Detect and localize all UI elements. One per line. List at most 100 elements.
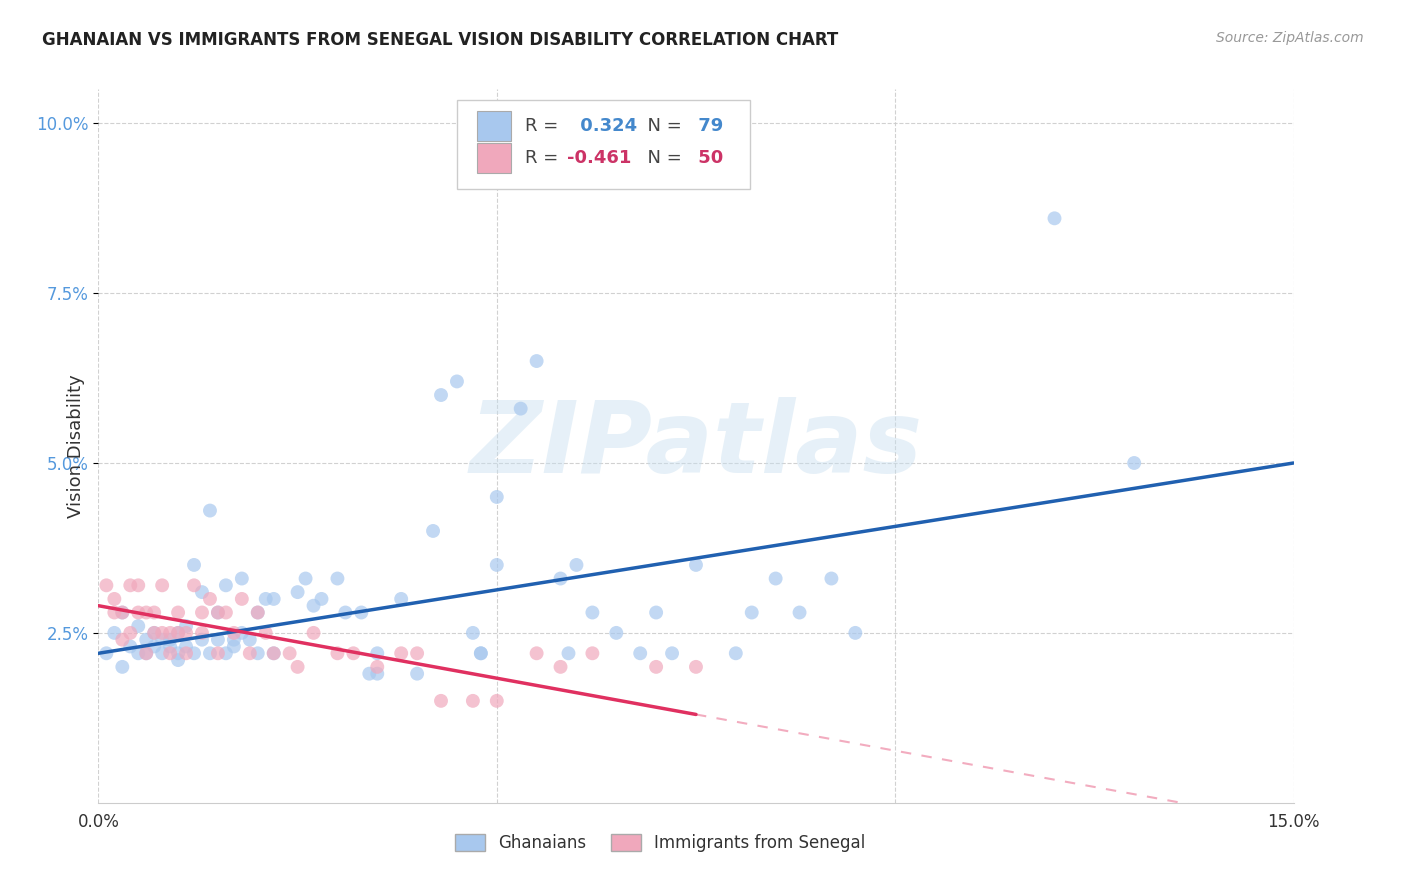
Point bbox=[150, 646, 173, 660]
Point bbox=[326, 572, 349, 586]
Point bbox=[789, 606, 811, 620]
Point bbox=[239, 632, 262, 647]
Point bbox=[335, 606, 357, 620]
Point bbox=[222, 640, 245, 654]
Point bbox=[366, 666, 388, 681]
Point bbox=[470, 646, 492, 660]
Point bbox=[198, 591, 221, 606]
Point bbox=[326, 646, 349, 660]
Point bbox=[406, 646, 429, 660]
Point bbox=[526, 646, 548, 660]
Text: N =: N = bbox=[636, 117, 688, 135]
Text: R =: R = bbox=[524, 117, 564, 135]
Point bbox=[406, 666, 429, 681]
Point bbox=[509, 401, 531, 416]
Point bbox=[342, 646, 364, 660]
Point bbox=[183, 558, 205, 572]
Point bbox=[550, 660, 572, 674]
Text: -0.461: -0.461 bbox=[567, 149, 631, 167]
Point bbox=[159, 626, 181, 640]
Bar bbox=[477, 143, 510, 173]
Point bbox=[231, 591, 253, 606]
Point bbox=[557, 646, 579, 660]
Point bbox=[159, 646, 181, 660]
Point bbox=[207, 632, 229, 647]
Y-axis label: Vision Disability: Vision Disability bbox=[66, 374, 84, 518]
Point bbox=[167, 653, 190, 667]
Point bbox=[389, 591, 412, 606]
Point bbox=[302, 599, 325, 613]
Text: GHANAIAN VS IMMIGRANTS FROM SENEGAL VISION DISABILITY CORRELATION CHART: GHANAIAN VS IMMIGRANTS FROM SENEGAL VISI… bbox=[42, 31, 838, 49]
Point bbox=[263, 591, 285, 606]
Point bbox=[246, 606, 269, 620]
Point bbox=[191, 606, 214, 620]
Point bbox=[605, 626, 627, 640]
Point bbox=[278, 646, 301, 660]
Point bbox=[485, 490, 508, 504]
Point bbox=[765, 572, 787, 586]
Point bbox=[461, 626, 484, 640]
Point bbox=[645, 660, 668, 674]
Point bbox=[111, 660, 134, 674]
Point bbox=[359, 666, 381, 681]
Point bbox=[120, 640, 142, 654]
Point bbox=[111, 606, 134, 620]
Point bbox=[191, 585, 214, 599]
Point bbox=[565, 558, 588, 572]
Point bbox=[581, 646, 603, 660]
Point bbox=[198, 503, 221, 517]
Point bbox=[111, 606, 134, 620]
Text: 0.324: 0.324 bbox=[574, 117, 637, 135]
Point bbox=[96, 646, 118, 660]
Bar bbox=[477, 111, 510, 141]
Point bbox=[96, 578, 118, 592]
Point bbox=[135, 646, 157, 660]
Point bbox=[263, 646, 285, 660]
Point bbox=[174, 626, 197, 640]
Text: ZIPatlas: ZIPatlas bbox=[470, 398, 922, 494]
Point bbox=[1123, 456, 1146, 470]
Point bbox=[661, 646, 683, 660]
Point bbox=[167, 626, 190, 640]
Point bbox=[581, 606, 603, 620]
Point bbox=[254, 591, 277, 606]
Point bbox=[135, 632, 157, 647]
Point bbox=[430, 388, 453, 402]
Point bbox=[127, 606, 149, 620]
Legend: Ghanaians, Immigrants from Senegal: Ghanaians, Immigrants from Senegal bbox=[449, 827, 872, 859]
Text: R =: R = bbox=[524, 149, 564, 167]
Text: N =: N = bbox=[636, 149, 688, 167]
Point bbox=[526, 354, 548, 368]
Point bbox=[263, 646, 285, 660]
Point bbox=[350, 606, 373, 620]
Point bbox=[120, 578, 142, 592]
Point bbox=[143, 640, 166, 654]
Point bbox=[254, 626, 277, 640]
Point bbox=[302, 626, 325, 640]
Point bbox=[167, 646, 190, 660]
Point bbox=[485, 694, 508, 708]
FancyBboxPatch shape bbox=[457, 100, 749, 189]
Point bbox=[183, 646, 205, 660]
Point bbox=[174, 640, 197, 654]
Point bbox=[159, 640, 181, 654]
Point bbox=[207, 606, 229, 620]
Point bbox=[231, 572, 253, 586]
Point bbox=[311, 591, 333, 606]
Point bbox=[724, 646, 747, 660]
Point bbox=[103, 591, 125, 606]
Point bbox=[685, 660, 707, 674]
Point bbox=[143, 606, 166, 620]
Point bbox=[485, 558, 508, 572]
Point bbox=[167, 626, 190, 640]
Point bbox=[198, 646, 221, 660]
Point bbox=[422, 524, 444, 538]
Point bbox=[143, 626, 166, 640]
Point bbox=[628, 646, 651, 660]
Text: 50: 50 bbox=[692, 149, 724, 167]
Text: Source: ZipAtlas.com: Source: ZipAtlas.com bbox=[1216, 31, 1364, 45]
Point bbox=[366, 660, 388, 674]
Point bbox=[120, 626, 142, 640]
Point bbox=[550, 572, 572, 586]
Point bbox=[191, 632, 214, 647]
